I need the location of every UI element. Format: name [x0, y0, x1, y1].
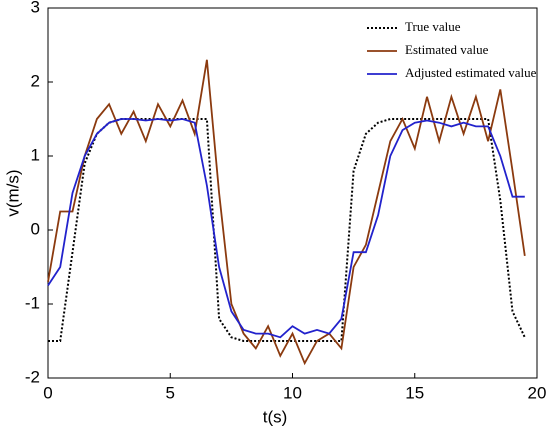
x-tick-label: 20 — [528, 383, 547, 402]
series-line — [47, 59, 526, 366]
legend-label: True value — [405, 19, 461, 34]
x-tick-label: 0 — [43, 383, 52, 402]
y-tick-label: -1 — [25, 293, 40, 312]
legend-label: Adjusted estimated value — [405, 65, 537, 80]
series-line — [47, 118, 525, 339]
y-axis-label: v(m/s) — [3, 169, 22, 216]
y-tick-label: -2 — [25, 367, 40, 386]
x-tick-label: 15 — [405, 383, 424, 402]
x-tick-label: 5 — [166, 383, 175, 402]
legend-label: Estimated value — [405, 42, 489, 57]
x-tick-label: 10 — [283, 383, 302, 402]
y-tick-label: 3 — [31, 0, 40, 16]
plot-frame — [47, 7, 538, 379]
x-axis-label: t(s) — [263, 407, 288, 426]
y-tick-label: 0 — [31, 219, 40, 238]
series-line — [48, 118, 526, 342]
y-tick-label: 2 — [31, 71, 40, 90]
y-tick-label: 1 — [31, 145, 40, 164]
